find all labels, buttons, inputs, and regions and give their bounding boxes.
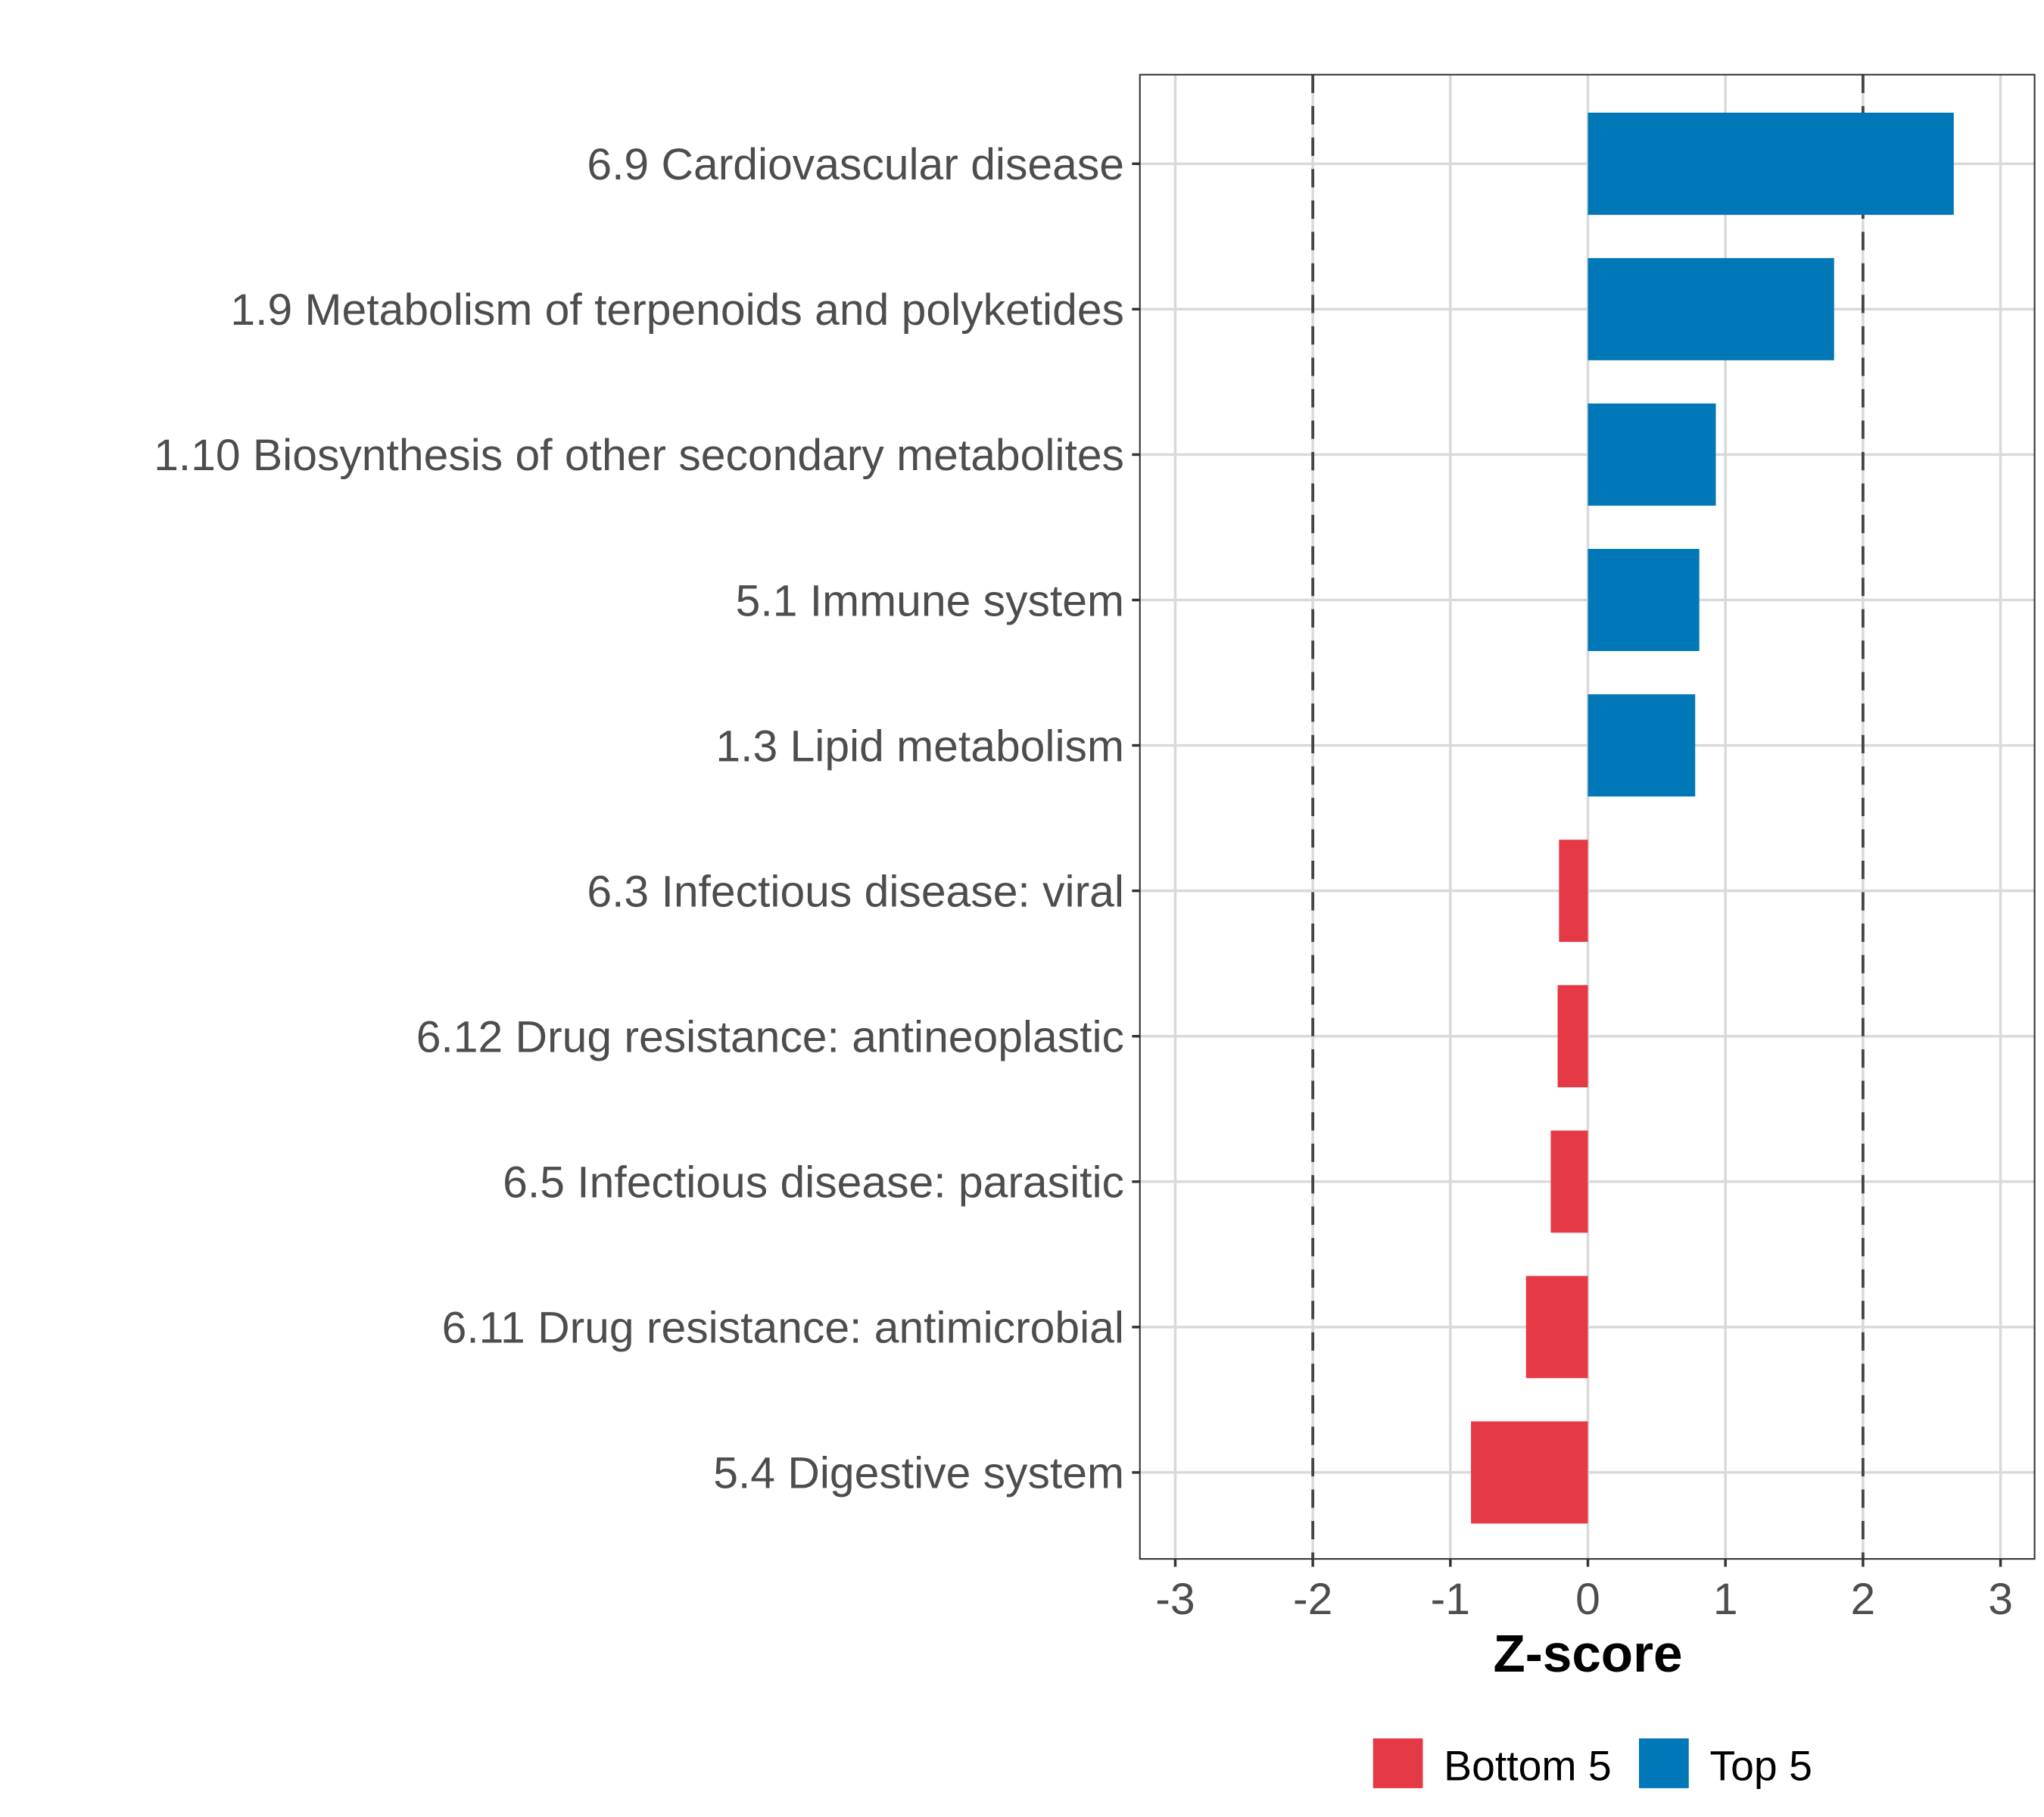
bar: [1557, 985, 1588, 1088]
bar: [1559, 840, 1588, 943]
bar: [1471, 1421, 1588, 1524]
legend-label: Top 5: [1709, 1743, 1812, 1790]
y-tick-label: 6.9 Cardiovascular disease: [587, 140, 1124, 189]
legend-label: Bottom 5: [1444, 1743, 1612, 1790]
y-tick-label: 5.1 Immune system: [736, 576, 1124, 625]
x-tick-label: -1: [1431, 1575, 1470, 1624]
x-tick-label: 2: [1851, 1575, 1876, 1624]
bar: [1588, 694, 1696, 797]
bar: [1588, 549, 1700, 651]
bar: [1588, 403, 1716, 506]
y-tick-label: 1.9 Metabolism of terpenoids and polyket…: [230, 285, 1124, 335]
legend-swatch: [1638, 1738, 1689, 1788]
reference-lines: [1311, 74, 1865, 1560]
y-tick-label: 6.12 Drug resistance: antineoplastic: [416, 1012, 1124, 1061]
x-tick-label: -2: [1293, 1575, 1332, 1624]
x-tick-label: 3: [1988, 1575, 2013, 1624]
x-tick-label: 1: [1713, 1575, 1738, 1624]
y-tick-label: 6.11 Drug resistance: antimicrobial: [442, 1304, 1124, 1353]
x-tick-label: 0: [1575, 1575, 1600, 1624]
x-axis-title: Z-score: [1494, 1624, 1683, 1683]
x-tick-label: -3: [1155, 1575, 1195, 1624]
y-tick-label: 1.10 Biosynthesis of other secondary met…: [154, 431, 1124, 480]
bars: [1471, 112, 1954, 1524]
y-tick-label: 5.4 Digestive system: [713, 1449, 1124, 1498]
bar: [1588, 257, 1834, 360]
legend: Bottom 5 Top 5: [1373, 1738, 1812, 1790]
bar: [1550, 1130, 1588, 1233]
x-axis-ticks: -3 -2 -1 0 1 2 3: [1155, 1559, 2013, 1624]
y-tick-label: 1.3 Lipid metabolism: [715, 722, 1124, 771]
bar: [1525, 1276, 1588, 1379]
bar: [1588, 112, 1954, 215]
y-axis-labels: 6.9 Cardiovascular disease 1.9 Metabolism…: [154, 140, 1140, 1498]
y-tick-label: 6.5 Infectious disease: parasitic: [503, 1158, 1124, 1208]
legend-swatch: [1373, 1738, 1423, 1788]
y-tick-label: 6.3 Infectious disease: viral: [587, 867, 1124, 916]
